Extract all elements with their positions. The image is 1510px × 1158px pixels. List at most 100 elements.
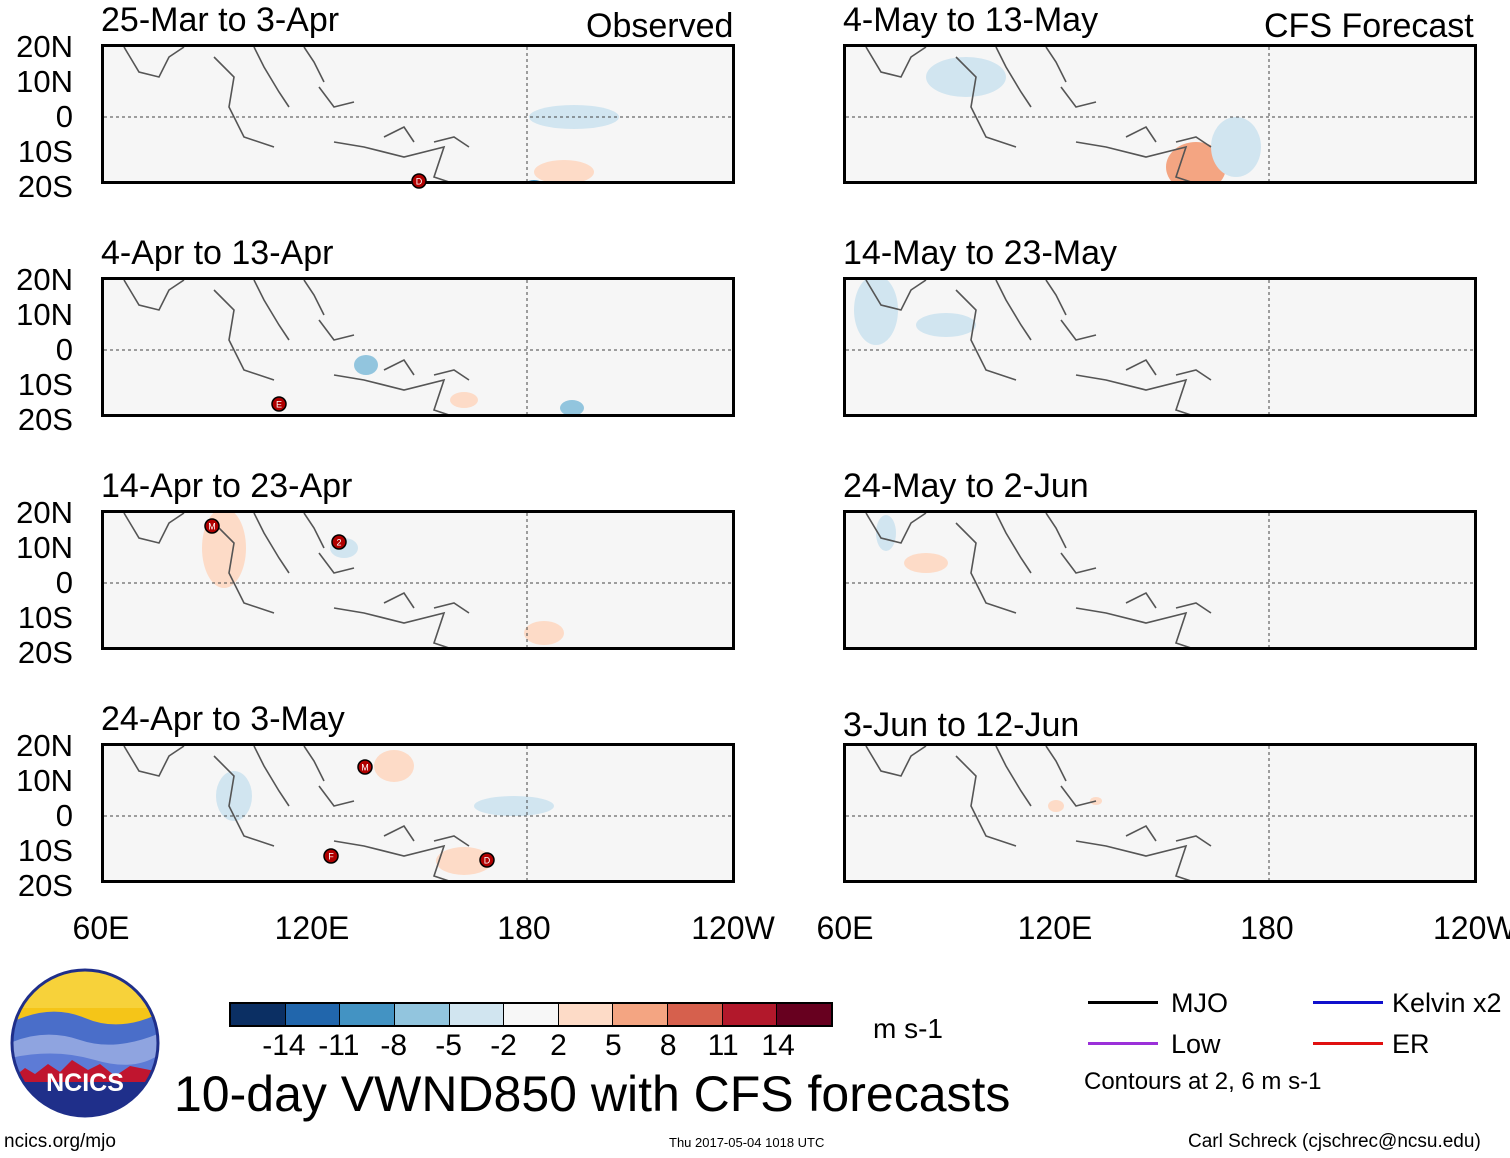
legend-line-er [1313,1042,1383,1045]
colorbar-tick-label: -2 [490,1029,517,1062]
coastline [123,513,470,647]
event-marker: 2 [331,534,347,550]
anomaly-shading [1211,117,1261,177]
panel-title-4: 24-Apr to 3-May [101,700,345,738]
colorbar-units: m s-1 [873,1013,943,1044]
contours-note: Contours at 2, 6 m s-1 [1084,1068,1322,1095]
lon-label: 120W [1433,910,1510,946]
svg-text:E: E [276,400,282,410]
lat-label: 20N [16,728,73,763]
anomaly-shading [528,180,540,181]
anomaly-shading [524,621,564,645]
anomaly-shading [876,515,896,551]
svg-text:M: M [361,763,369,773]
lon-label: 120E [274,910,350,946]
coastline [865,280,1212,414]
lat-label: 20S [17,169,73,204]
panel-title-8: 3-Jun to 12-Jun [843,706,1080,744]
colorbar-swatch [668,1004,723,1025]
map-panel-forecast-4 [843,743,1477,883]
ncics-logo: NCICS [10,968,160,1118]
lat-label: 10N [16,64,73,99]
legend-line-low [1088,1042,1158,1045]
anomaly-shading [374,750,414,782]
footer-timestamp: Thu 2017-05-04 1018 UTC [669,1135,825,1150]
lon-label: 180 [497,910,551,946]
lat-label: 10N [16,763,73,798]
anomaly-shading [1166,142,1226,181]
legend-label-mjo: MJO [1171,988,1228,1018]
lon-label: 180 [1240,910,1294,946]
footer-url[interactable]: ncics.org/mjo [4,1131,116,1152]
lon-label: 60E [816,910,874,946]
anomaly-shading [450,392,478,408]
colorbar [229,1002,833,1027]
lat-label: 10S [17,600,73,635]
observed-label: Observed [586,7,734,45]
lat-label: 10S [17,367,73,402]
anomaly-shading [916,313,976,337]
colorbar-tick-label: 11 [707,1029,739,1062]
anomaly-shading [854,280,898,345]
colorbar-tick-label: -5 [435,1029,462,1062]
colorbar-swatch [777,1004,832,1025]
coastline [865,47,1212,181]
event-marker: E [271,396,287,412]
lat-label: 10N [16,297,73,332]
svg-text:2: 2 [336,538,341,548]
lat-label: 10S [17,134,73,169]
map-panel-observed-1 [101,44,735,184]
coastline [865,746,1212,880]
panel-title-5: 4-May to 13-May [843,1,1099,39]
map-panel-observed-3 [101,510,735,650]
lat-label: 10N [16,530,73,565]
legend-label-er: ER [1392,1029,1430,1059]
lat-label: 0 [55,99,73,134]
svg-text:F: F [328,852,334,862]
legend-label-low: Low [1171,1029,1221,1059]
legend-line-kelvin [1313,1001,1383,1004]
event-marker: F [323,848,339,864]
colorbar-tick-label: -14 [262,1029,306,1062]
panel-title-7: 24-May to 2-Jun [843,467,1089,505]
colorbar-swatch [504,1004,559,1025]
lat-label: 0 [55,565,73,600]
anomaly-shading [436,847,492,875]
anomaly-shading [1048,800,1064,812]
svg-text:D: D [416,177,423,187]
colorbar-swatch [231,1004,286,1025]
coastline [123,47,470,181]
lat-label: 20N [16,262,73,297]
lat-label: 0 [55,798,73,833]
event-marker: D [411,173,427,189]
lon-label: 60E [72,910,130,946]
svg-text:NCICS: NCICS [46,1069,124,1097]
anomaly-shading [904,553,948,573]
colorbar-swatch [394,1004,450,1025]
colorbar-tick-label: -8 [380,1029,408,1062]
colorbar-swatch [449,1004,505,1025]
main-title: 10-day VWND850 with CFS forecasts [174,1066,1011,1122]
colorbar-swatch [285,1004,341,1025]
forecast-label: CFS Forecast [1264,7,1474,45]
anomaly-shading [926,57,1006,97]
map-panel-observed-4 [101,743,735,883]
lat-label: 20S [17,635,73,670]
event-marker: M [357,759,373,775]
panel-title-3: 14-Apr to 23-Apr [101,467,353,505]
anomaly-shading [534,160,594,181]
colorbar-tick-label: 14 [761,1029,795,1062]
colorbar-tick-label: 5 [605,1029,622,1062]
colorbar-swatch [722,1004,778,1025]
lon-label: 120E [1017,910,1093,946]
lat-label: 0 [55,332,73,367]
footer-author: Carl Schreck (cjschrec@ncsu.edu) [1188,1131,1481,1152]
lat-label: 20N [16,29,73,64]
legend-line-mjo [1088,1001,1158,1004]
event-marker: D [479,852,495,868]
lat-label: 20S [17,868,73,903]
coastline [865,513,1212,647]
lat-label: 10S [17,833,73,868]
panel-title-2: 4-Apr to 13-Apr [101,234,334,272]
